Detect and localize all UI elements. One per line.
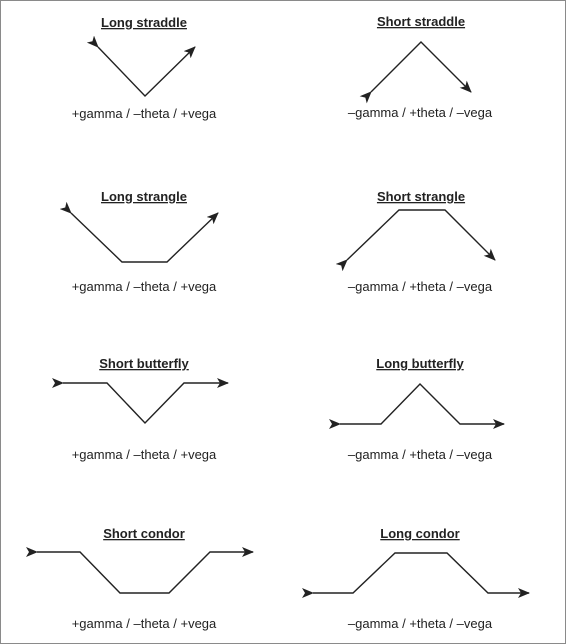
greeks-label: –gamma / +theta / –vega: [348, 616, 493, 631]
payoff-shape: [52, 378, 229, 425]
greeks-label: +gamma / –theta / +vega: [72, 279, 217, 294]
panel-short-straddle: Short straddle –gamma / +theta / –vega: [348, 14, 493, 120]
panel-title: Short condor: [103, 526, 185, 541]
payoff-shape: [26, 547, 254, 594]
panel-title: Short strangle: [377, 189, 465, 204]
payoff-shape: [329, 383, 505, 429]
panel-title: Short butterfly: [99, 356, 189, 371]
panel-title: Long strangle: [101, 189, 187, 204]
payoff-shape: [335, 209, 496, 272]
panel-title: Long straddle: [101, 15, 187, 30]
panel-short-strangle: Short strangle –gamma / +theta / –vega: [335, 189, 496, 294]
payoff-shape: [86, 35, 196, 97]
greeks-label: +gamma / –theta / +vega: [72, 616, 217, 631]
panel-title: Short straddle: [377, 14, 465, 29]
panel-long-butterfly: Long butterfly –gamma / +theta / –vega: [329, 356, 505, 462]
panel-short-butterfly: Short butterfly +gamma / –theta / +vega: [52, 356, 229, 462]
panel-long-straddle: Long straddle +gamma / –theta / +vega: [72, 15, 217, 121]
panel-long-strangle: Long strangle +gamma / –theta / +vega: [59, 189, 219, 294]
panel-short-condor: Short condor +gamma / –theta / +vega: [26, 526, 254, 631]
greeks-label: +gamma / –theta / +vega: [72, 447, 217, 462]
greeks-label: +gamma / –theta / +vega: [72, 106, 217, 121]
payoff-shape: [302, 552, 530, 598]
panel-long-condor: Long condor –gamma / +theta / –vega: [302, 526, 530, 631]
greeks-label: –gamma / +theta / –vega: [348, 105, 493, 120]
greeks-label: –gamma / +theta / –vega: [348, 447, 493, 462]
panel-title: Long condor: [380, 526, 459, 541]
payoff-shape: [59, 201, 219, 263]
greeks-label: –gamma / +theta / –vega: [348, 279, 493, 294]
payoff-shape: [359, 41, 472, 104]
panel-title: Long butterfly: [376, 356, 464, 371]
